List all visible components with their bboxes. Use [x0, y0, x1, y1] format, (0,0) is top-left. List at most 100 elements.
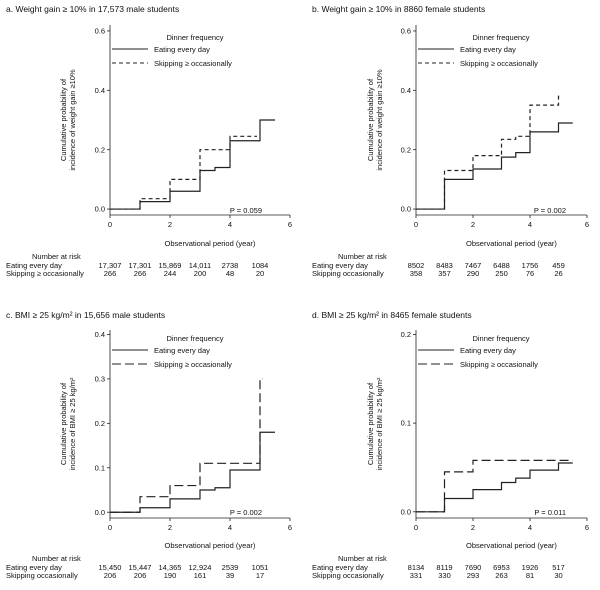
- p-value: P = 0.059: [230, 206, 262, 215]
- y-axis-label: incidence of BMI ≥ 25 kg/m²: [68, 377, 77, 470]
- y-tick-label: 0.2: [401, 330, 411, 339]
- y-tick-label: 0.0: [401, 205, 411, 214]
- km-curve-skipping: [110, 135, 257, 210]
- x-tick-label: 2: [471, 220, 475, 229]
- y-axis-label: Cumulative probability of: [366, 382, 375, 465]
- risk-value: 161: [194, 571, 207, 580]
- y-tick-label: 0.0: [95, 205, 105, 214]
- risk-value: 517: [552, 563, 565, 572]
- risk-value: 6953: [493, 563, 510, 572]
- risk-value: 17,301: [129, 261, 152, 270]
- risk-value: 357: [438, 269, 451, 278]
- risk-value: 8483: [436, 261, 453, 270]
- panel-c: c. BMI ≥ 25 kg/m² in 15,656 male student…: [6, 310, 292, 580]
- risk-value: 48: [226, 269, 234, 278]
- y-tick-label: 0.1: [95, 463, 105, 472]
- x-tick-label: 6: [585, 220, 589, 229]
- y-tick-label: 0.2: [95, 419, 105, 428]
- y-tick-label: 0.6: [95, 27, 105, 36]
- risk-row-label: Eating every day: [312, 563, 368, 572]
- panel-title: b. Weight gain ≥ 10% in 8860 female stud…: [312, 4, 485, 14]
- panel-title: a. Weight gain ≥ 10% in 17,573 male stud…: [6, 4, 179, 14]
- km-curve-eating-every-day: [110, 431, 275, 513]
- x-tick-label: 2: [168, 220, 172, 229]
- risk-value: 26: [554, 269, 562, 278]
- panel-title: d. BMI ≥ 25 kg/m² in 8465 female student…: [312, 310, 472, 320]
- risk-value: 266: [104, 269, 117, 278]
- risk-value: 2539: [222, 563, 239, 572]
- risk-value: 15,447: [129, 563, 152, 572]
- risk-value: 330: [438, 571, 451, 580]
- x-tick-label: 2: [168, 523, 172, 532]
- risk-value: 20: [256, 269, 264, 278]
- risk-value: 14,365: [159, 563, 182, 572]
- risk-value: 459: [552, 261, 565, 270]
- x-tick-label: 6: [288, 523, 292, 532]
- x-tick-label: 4: [228, 523, 232, 532]
- risk-value: 7467: [465, 261, 482, 270]
- x-axis-label: Observational period (year): [466, 541, 557, 550]
- risk-value: 206: [134, 571, 147, 580]
- km-curve-eating-every-day: [110, 119, 275, 210]
- risk-table-title: Number at risk: [338, 554, 387, 563]
- x-tick-label: 0: [108, 220, 112, 229]
- risk-value: 12,924: [189, 563, 212, 572]
- legend-label: Skipping ≥ occasionally: [154, 360, 232, 369]
- risk-value: 206: [104, 571, 117, 580]
- y-axis-label: incidence of BMI ≥ 25 kg/m²: [375, 377, 384, 470]
- km-curve-eating-every-day: [416, 462, 573, 513]
- x-tick-label: 0: [414, 523, 418, 532]
- x-tick-label: 4: [528, 220, 532, 229]
- y-tick-label: 0.4: [95, 86, 105, 95]
- y-tick-label: 0.2: [401, 145, 411, 154]
- km-curve-skipping: [416, 459, 573, 513]
- risk-value: 266: [134, 269, 147, 278]
- risk-value: 1084: [252, 261, 269, 270]
- risk-table-title: Number at risk: [338, 252, 387, 261]
- legend-label: Skipping ≥ occasionally: [460, 59, 538, 68]
- legend-label: Eating every day: [154, 346, 210, 355]
- risk-row-label: Skipping occasionally: [312, 571, 384, 580]
- y-axis-label: incidence of weight gain ≥10%: [68, 69, 77, 171]
- risk-value: 290: [467, 269, 480, 278]
- risk-value: 17: [256, 571, 264, 580]
- y-tick-label: 0.2: [95, 145, 105, 154]
- panel-b: b. Weight gain ≥ 10% in 8860 female stud…: [312, 4, 589, 278]
- p-value: P = 0.002: [534, 206, 566, 215]
- risk-value: 250: [495, 269, 508, 278]
- y-axis-label: Cumulative probability of: [59, 382, 68, 465]
- risk-value: 1756: [522, 261, 539, 270]
- risk-value: 1051: [252, 563, 269, 572]
- km-curve-eating-every-day: [416, 122, 573, 210]
- risk-value: 17,307: [99, 261, 122, 270]
- legend-label: Skipping ≥ occasionally: [154, 59, 232, 68]
- x-axis-label: Observational period (year): [466, 239, 557, 248]
- risk-value: 358: [410, 269, 423, 278]
- risk-value: 6488: [493, 261, 510, 270]
- legend-label: Eating every day: [460, 45, 516, 54]
- legend-title: Dinner frequency: [166, 33, 223, 42]
- y-tick-label: 0.0: [401, 507, 411, 516]
- risk-value: 15,450: [99, 563, 122, 572]
- risk-row-label: Skipping occasionally: [312, 269, 384, 278]
- p-value: P = 0.002: [230, 508, 262, 517]
- y-axis-label: incidence of weight gain ≥10%: [375, 69, 384, 171]
- risk-row-label: Skipping occasionally: [6, 571, 78, 580]
- y-tick-label: 0.1: [401, 419, 411, 428]
- panel-a: a. Weight gain ≥ 10% in 17,573 male stud…: [6, 4, 292, 278]
- y-tick-label: 0.3: [95, 374, 105, 383]
- risk-value: 8502: [408, 261, 425, 270]
- risk-value: 30: [554, 571, 562, 580]
- x-tick-label: 6: [288, 220, 292, 229]
- risk-table-title: Number at risk: [32, 252, 81, 261]
- panel-title: c. BMI ≥ 25 kg/m² in 15,656 male student…: [6, 310, 165, 320]
- x-axis-label: Observational period (year): [165, 541, 256, 550]
- risk-value: 263: [495, 571, 508, 580]
- risk-value: 1926: [522, 563, 539, 572]
- x-axis-label: Observational period (year): [165, 239, 256, 248]
- risk-value: 81: [526, 571, 534, 580]
- risk-value: 15,869: [159, 261, 182, 270]
- risk-value: 200: [194, 269, 207, 278]
- panel-d: d. BMI ≥ 25 kg/m² in 8465 female student…: [312, 310, 589, 580]
- risk-value: 39: [226, 571, 234, 580]
